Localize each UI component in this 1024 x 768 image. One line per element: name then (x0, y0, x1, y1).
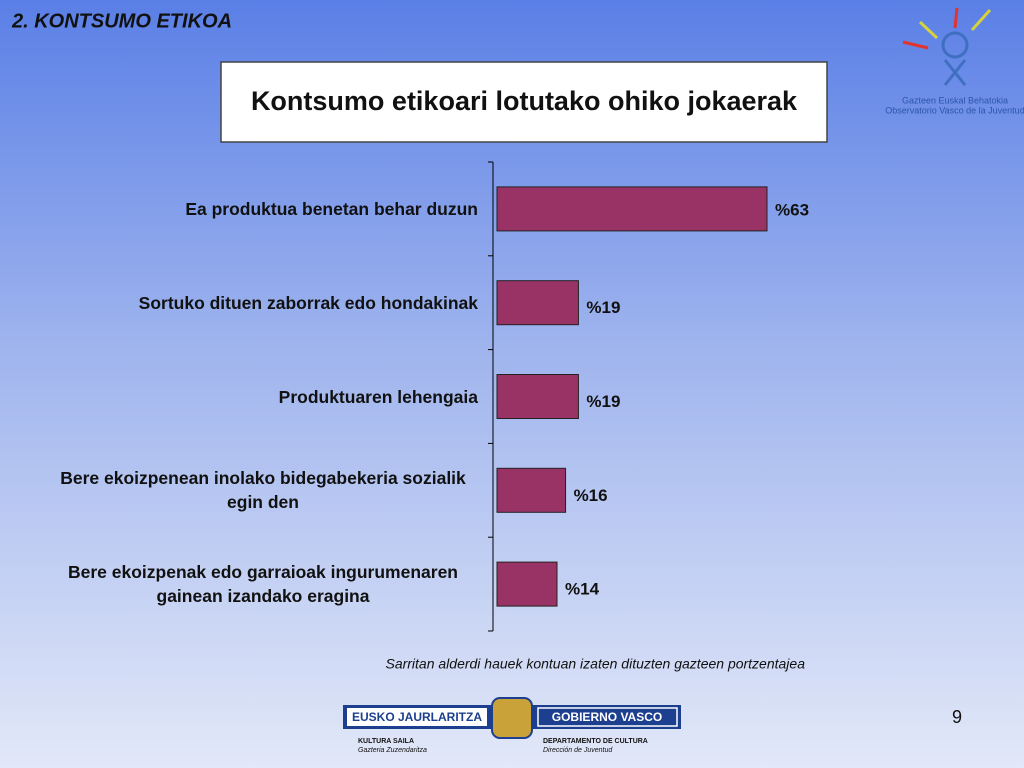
chart-title: Kontsumo etikoari lotutako ohiko jokaera… (251, 86, 798, 116)
logo-text: DEPARTAMENTO DE CULTURA (543, 738, 648, 745)
value-label: %19 (586, 298, 620, 317)
logo-text: Dirección de Juventud (543, 747, 613, 754)
page-number: 9 (952, 707, 962, 727)
value-label: %19 (586, 392, 620, 411)
logo-text: Gazteria Zuzendaritza (358, 747, 427, 754)
category-label: Ea produktua benetan behar duzun (185, 198, 478, 219)
logo-text: KULTURA SAILA (358, 738, 414, 745)
bar (496, 186, 768, 232)
value-label: %63 (775, 200, 809, 219)
logo-text: Gazteen Euskal Behatokia (902, 95, 1008, 105)
category-label: Bere ekoizpenak edo garraioak ingurumena… (68, 562, 458, 607)
logo-text: Observatorio Vasco de la Juventud (885, 105, 1024, 115)
category-label: Produktuaren lehengaia (278, 386, 478, 407)
value-label: %16 (574, 486, 608, 505)
category-label-box: Bere ekoizpenak edo garraioak ingurumena… (48, 560, 478, 608)
value-label: %14 (565, 580, 600, 599)
category-label: Bere ekoizpenean inolako bidegabekeria s… (60, 468, 466, 513)
logo-text: EUSKO JAURLARITZA (352, 710, 482, 724)
category-label-box: Produktuaren lehengaia (48, 385, 478, 409)
section-title: 2. KONTSUMO ETIKOA (11, 10, 232, 32)
footnote: Sarritan alderdi hauek kontuan izaten di… (385, 656, 805, 672)
bar (496, 467, 567, 513)
bar (496, 561, 558, 607)
bar (496, 280, 579, 326)
bar (496, 374, 579, 419)
category-label-box: Sortuko dituen zaborrak edo hondakinak (48, 291, 478, 315)
category-label-box: Bere ekoizpenean inolako bidegabekeria s… (48, 466, 478, 514)
government-logo: EUSKO JAURLARITZA GOBIERNO VASCO KULTURA… (343, 697, 681, 754)
category-label: Sortuko dituen zaborrak edo hondakinak (138, 292, 478, 313)
logo-text: GOBIERNO VASCO (552, 710, 662, 724)
observatory-logo: Gazteen Euskal Behatokia Observatorio Va… (885, 7, 1024, 115)
category-label-box: Ea produktua benetan behar duzun (48, 197, 478, 221)
title-box (220, 61, 828, 143)
